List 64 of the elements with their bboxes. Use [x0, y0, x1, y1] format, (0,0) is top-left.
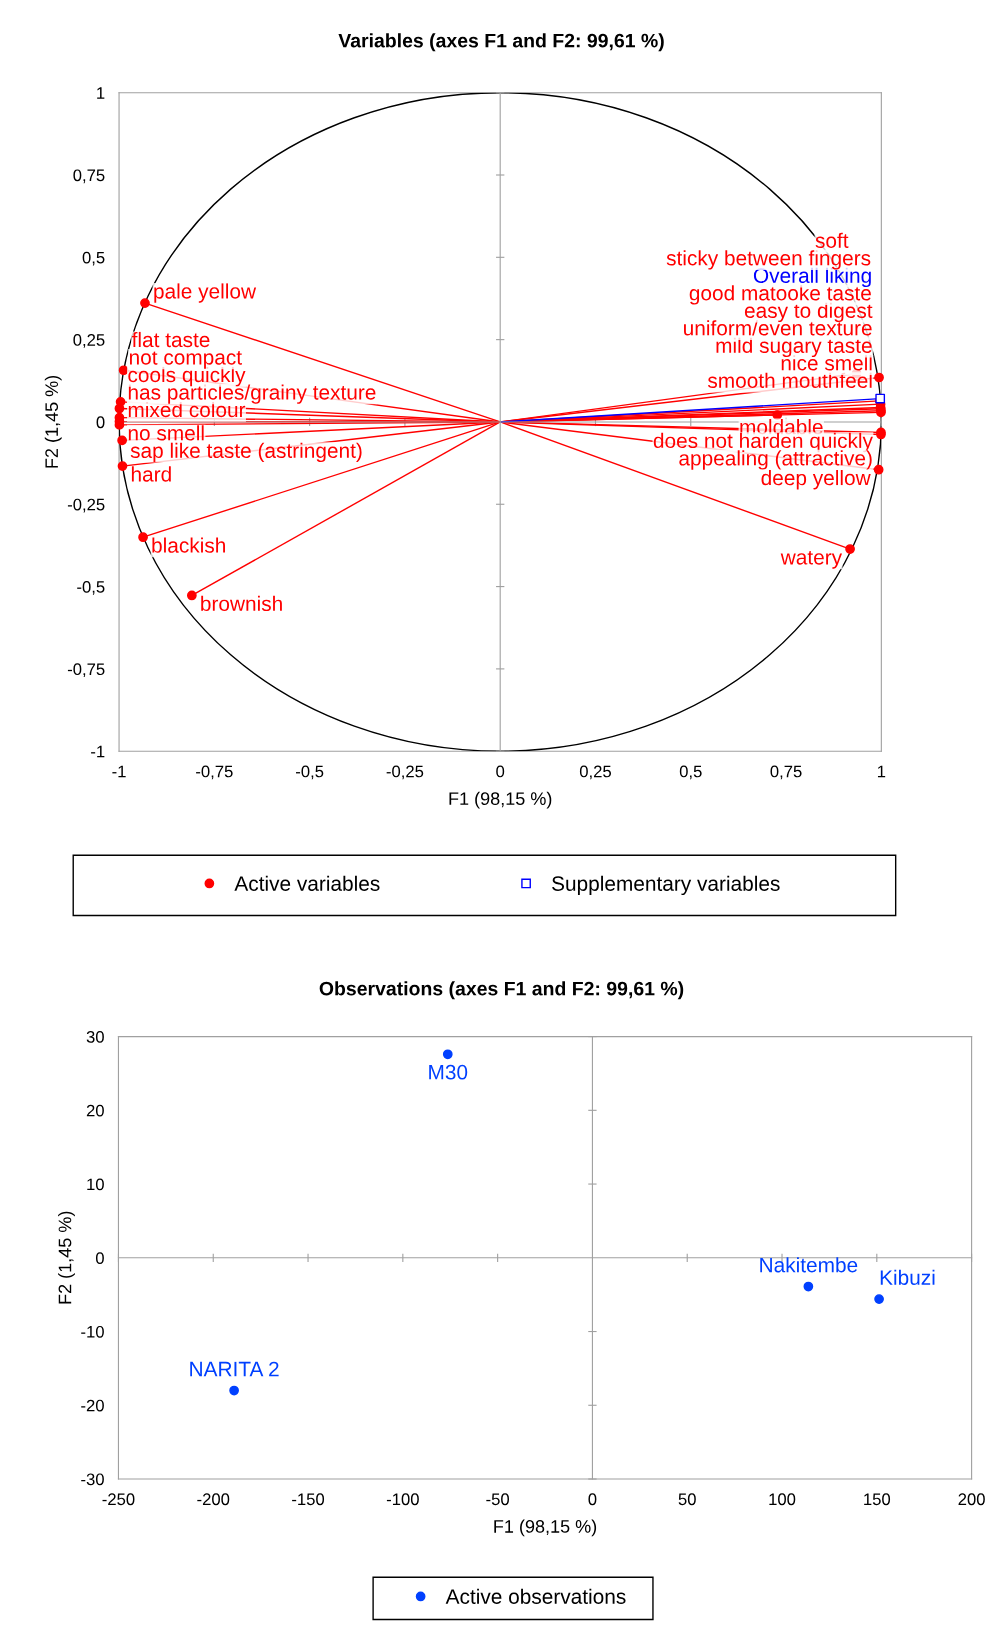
x-tick-label: -0,5: [296, 765, 324, 780]
y-tick-label: 1: [97, 87, 105, 99]
y-tick-label: -0,75: [67, 663, 105, 678]
x-axis-title: F1 (98,15 %): [449, 791, 552, 809]
y-tick-label: -20: [81, 1399, 104, 1412]
x-tick-label: -0,75: [196, 765, 233, 780]
x-tick-label: -250: [102, 1493, 135, 1506]
annotation: no smell: [128, 425, 204, 441]
annotation: nice smell: [781, 355, 872, 371]
y-tick-label: 0: [95, 1252, 104, 1264]
y-tick-label: 0,75: [73, 169, 105, 184]
annotation: Nakitembe: [760, 1257, 858, 1273]
legend-label: Active variables: [234, 875, 380, 891]
x-tick-label: 0: [496, 765, 505, 778]
annotation: soft: [815, 232, 849, 248]
y-tick-label: 10: [87, 1178, 104, 1191]
y-tick-label: 0,5: [82, 251, 105, 266]
annotation: NARITA 2: [190, 1361, 279, 1377]
legend-label: Supplementary variables: [552, 875, 780, 896]
x-tick-label: -200: [197, 1493, 230, 1506]
x-tick-label: 150: [864, 1493, 891, 1506]
annotation: pale yellow: [154, 283, 257, 303]
annotation: uniform/even texture: [684, 320, 872, 336]
x-tick-label: -1: [112, 765, 126, 778]
legend-label: Active observations: [445, 1588, 626, 1604]
x-tick-label: -50: [486, 1493, 510, 1506]
x-tick-label: 100: [769, 1493, 796, 1506]
annotation: not compact: [129, 351, 242, 369]
annotation: easy to digest: [744, 302, 873, 323]
annotation: M30: [429, 1064, 468, 1080]
y-tick-label: 20: [86, 1104, 104, 1117]
annotation: blackish: [152, 537, 225, 553]
x-tick-label: 50: [678, 1493, 696, 1506]
annotation: flat taste: [131, 331, 210, 348]
annotation: hard: [131, 466, 171, 482]
annotation: brownish: [201, 595, 282, 612]
y-tick-label: -1: [91, 745, 105, 758]
x-axis-title: F1 (98,15 %): [494, 1519, 597, 1537]
annotation: sap like taste (astringent): [130, 442, 362, 463]
x-tick-label: 0,5: [679, 765, 702, 780]
x-tick-label: 0,25: [579, 765, 611, 780]
x-tick-label: 0,75: [770, 765, 802, 780]
annotation: Kibuzi: [880, 1269, 935, 1285]
y-tick-label: -0,5: [77, 580, 105, 595]
y-tick-label: 0,25: [73, 334, 105, 348]
annotation: watery: [780, 550, 843, 569]
y-tick-label: 30: [86, 1030, 104, 1043]
annotation: mixed colour: [128, 401, 246, 418]
y-tick-label: -10: [81, 1325, 104, 1338]
y-tick-label: -0,25: [67, 498, 105, 513]
y-axis-title: F2 (1,45 %): [58, 1211, 75, 1304]
x-tick-label: 0: [588, 1493, 597, 1506]
x-tick-label: -0,25: [386, 765, 424, 780]
chart-title: Variables (axes F1 and F2: 99,61 %): [338, 33, 664, 52]
x-tick-label: 200: [958, 1493, 985, 1506]
annotation: deep yellow: [761, 469, 871, 490]
y-tick-label: 0: [96, 416, 105, 429]
chart-title: Observations (axes F1 and F2: 99,61 %): [319, 981, 684, 1000]
x-tick-label: -100: [386, 1493, 419, 1506]
annotation: smooth mouthfeel: [707, 372, 872, 388]
y-tick-label: -30: [81, 1473, 104, 1486]
x-tick-label: 1: [877, 765, 886, 778]
y-axis-title: F2 (1,45 %): [44, 375, 62, 468]
x-tick-label: -150: [292, 1493, 325, 1506]
